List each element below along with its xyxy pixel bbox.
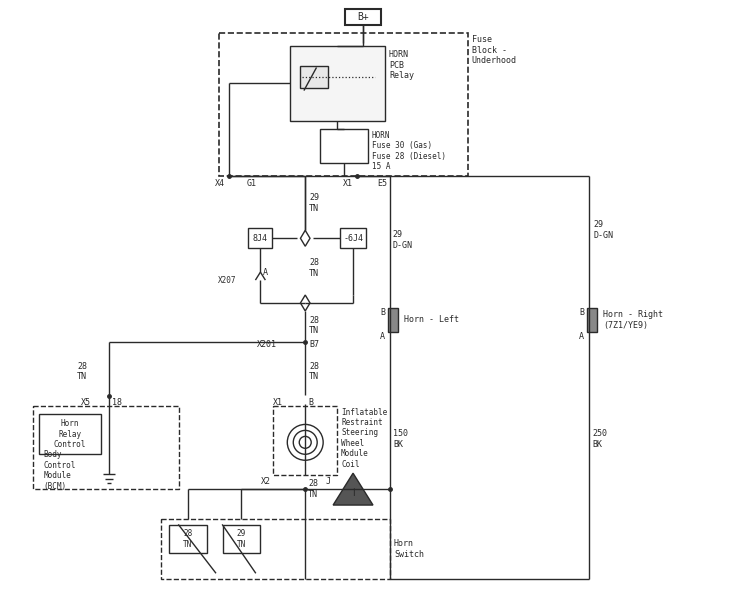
Text: B: B <box>579 308 584 317</box>
Text: HORN
Fuse 30 (Gas)
Fuse 28 (Diesel)
15 A: HORN Fuse 30 (Gas) Fuse 28 (Diesel) 15 A <box>372 131 446 171</box>
Bar <box>40 415 101 454</box>
Text: 28
TN: 28 TN <box>183 529 193 549</box>
Text: 28
TN: 28 TN <box>308 479 318 499</box>
Text: Inflatable
Restraint
Steering
Wheel
Module
Coil: Inflatable Restraint Steering Wheel Modu… <box>341 407 387 469</box>
Polygon shape <box>333 473 373 505</box>
Text: 8J4: 8J4 <box>253 234 268 243</box>
Bar <box>169 525 206 553</box>
Text: J: J <box>325 477 330 486</box>
Text: B: B <box>380 308 385 317</box>
Text: X4: X4 <box>214 178 225 188</box>
Text: Body
Control
Module
(BCM): Body Control Module (BCM) <box>43 450 75 490</box>
Text: X5: X5 <box>81 397 91 406</box>
Text: X2: X2 <box>261 477 272 486</box>
Text: 18: 18 <box>112 397 122 406</box>
Text: 28
TN: 28 TN <box>77 362 87 381</box>
Bar <box>161 519 390 579</box>
Bar <box>587 308 597 332</box>
Bar <box>388 308 398 332</box>
Text: 250
BK: 250 BK <box>592 429 607 449</box>
Bar <box>340 228 366 248</box>
Text: G1: G1 <box>247 178 256 188</box>
Bar <box>320 129 368 163</box>
Text: A: A <box>579 332 584 341</box>
Bar <box>291 46 385 121</box>
Text: 29
D-GN: 29 D-GN <box>593 221 613 240</box>
Bar <box>300 66 328 88</box>
Text: X1: X1 <box>343 178 353 188</box>
Text: i: i <box>351 488 354 498</box>
Text: A: A <box>262 268 267 277</box>
Text: 29
TN: 29 TN <box>309 194 319 213</box>
Text: -6J4: -6J4 <box>343 234 363 243</box>
Bar <box>33 406 179 489</box>
Text: 28
TN: 28 TN <box>309 258 319 278</box>
Text: 29
D-GN: 29 D-GN <box>393 230 413 250</box>
Text: Horn - Right
(7Z1/YE9): Horn - Right (7Z1/YE9) <box>603 310 663 329</box>
Text: HORN
PCB
Relay: HORN PCB Relay <box>389 50 414 80</box>
Text: X201: X201 <box>258 340 277 349</box>
Text: Fuse
Block -
Underhood: Fuse Block - Underhood <box>471 35 517 65</box>
Bar <box>345 10 381 25</box>
Text: X1: X1 <box>273 397 283 406</box>
Text: 28
TN: 28 TN <box>309 316 319 335</box>
Text: E5: E5 <box>377 178 387 188</box>
Bar <box>273 406 337 475</box>
Text: 28
TN: 28 TN <box>309 362 319 381</box>
Text: B7: B7 <box>309 340 319 349</box>
Text: B+: B+ <box>357 12 369 22</box>
Text: 150
BK: 150 BK <box>393 429 408 449</box>
Text: B: B <box>308 397 313 406</box>
Bar <box>248 228 272 248</box>
Text: Horn
Switch: Horn Switch <box>394 539 424 558</box>
Text: X207: X207 <box>218 276 236 285</box>
Text: Horn
Relay
Control: Horn Relay Control <box>54 419 86 450</box>
Text: 29
TN: 29 TN <box>237 529 246 549</box>
Text: A: A <box>380 332 385 341</box>
Text: Horn - Left: Horn - Left <box>404 316 459 325</box>
Bar <box>219 33 468 175</box>
Bar <box>223 525 261 553</box>
